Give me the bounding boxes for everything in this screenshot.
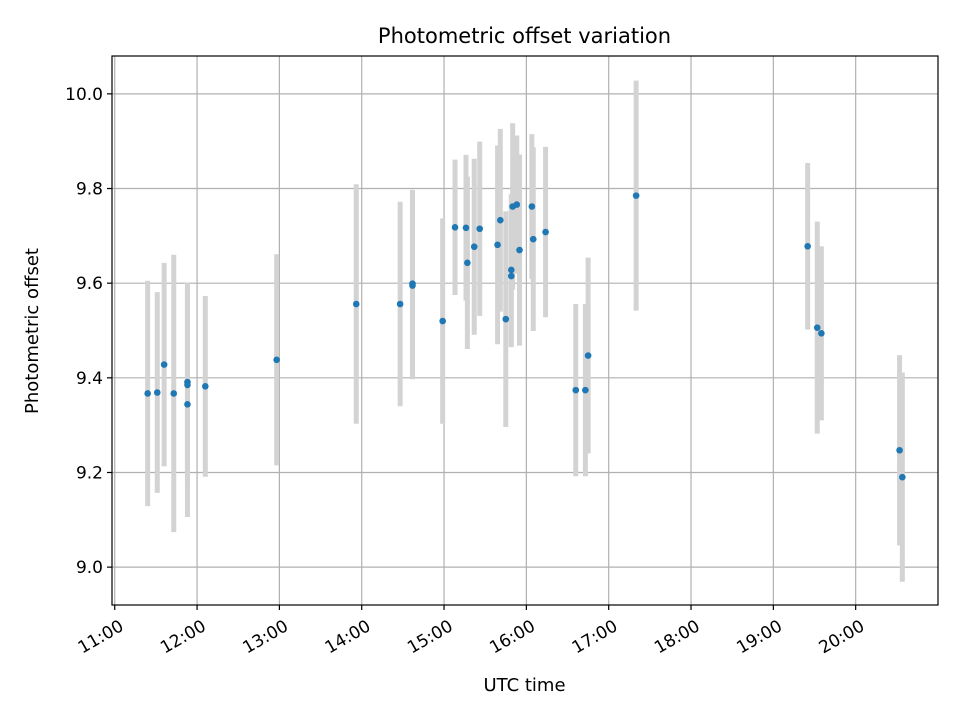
data-point [896,446,903,454]
y-tick-label: 9.2 [76,463,103,483]
data-point [396,300,404,308]
x-tick-label: 13:00 [239,616,291,658]
data-point [462,224,470,232]
data-point [202,383,209,390]
data-point [529,235,537,243]
grid-layer [112,56,938,605]
data-point [516,246,523,254]
data-point [494,241,501,249]
y-tick-label: 9.0 [76,558,103,578]
y-axis-label: Photometric offset [22,248,43,414]
x-tick-label: 17:00 [569,616,621,658]
data-point [818,330,825,337]
x-tick-label: 14:00 [322,616,374,658]
x-tick-label: 16:00 [486,616,538,658]
x-tick-label: 15:00 [404,616,456,658]
data-point [470,243,478,251]
y-tick-label: 10.0 [65,85,103,105]
data-point [464,259,471,267]
x-tick-label: 18:00 [651,616,703,658]
x-tick-label: 19:00 [733,616,785,658]
data-point [804,242,811,250]
y-tick-label: 9.4 [76,369,103,389]
data-point [451,224,459,231]
data-point [439,317,446,325]
data-point [507,272,515,280]
data-point [528,203,536,210]
data-point [584,352,592,359]
data-point [352,300,360,308]
data-point [409,280,416,287]
data-point [632,192,640,199]
data-point [582,386,589,394]
chart-title: Photometric offset variation [378,24,671,48]
data-point [160,361,168,368]
data-point [153,389,161,396]
x-tick-label: 20:00 [816,616,868,658]
data-point [513,201,521,208]
x-tick-label: 12:00 [157,616,209,658]
data-point [507,266,515,274]
data-point [813,324,821,331]
data-point [273,356,280,364]
data-point [170,390,178,397]
data-point [542,228,549,236]
errorbar-layer [145,80,905,582]
y-tick-label: 9.6 [76,274,103,294]
data-point [572,386,580,394]
point-layer [144,192,906,481]
x-axis-label: UTC time [483,675,565,696]
data-point [497,216,504,224]
data-point [502,315,510,323]
data-point [476,225,484,233]
data-point [184,381,191,389]
y-tick-label: 9.8 [76,180,103,200]
x-tick-label: 11:00 [75,616,127,658]
data-point [144,390,151,397]
data-point [184,401,191,408]
plot-area-frame [111,55,939,606]
data-point [899,473,906,481]
